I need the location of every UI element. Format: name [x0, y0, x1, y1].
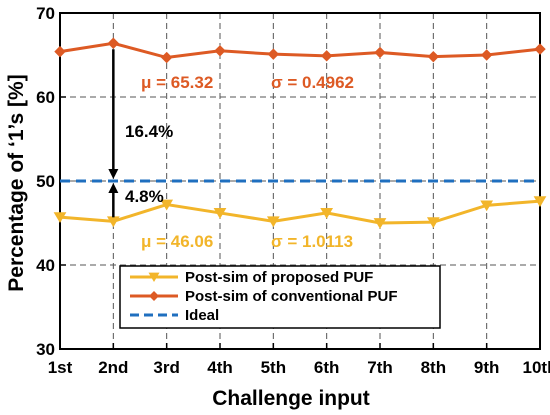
legend-label-proposed: Post-sim of proposed PUF [185, 269, 373, 286]
y-axis-title: Percentage of ‘1’s [%] [5, 74, 28, 291]
series-0-point [533, 196, 547, 208]
series-line-1 [59, 41, 541, 60]
legend-swatch-marker-0 [148, 272, 160, 282]
conventional-mean-label: μ = 65.32 [141, 73, 213, 92]
series-line-0 [59, 199, 541, 225]
lower-gap-arrow-head [108, 183, 119, 193]
annotation-layer: μ = 65.32 σ = 0.4962 μ = 46.06 σ = 1.011… [108, 49, 354, 251]
series-1-point [427, 50, 440, 63]
series-0-point [213, 208, 227, 219]
series-0-point [426, 217, 440, 229]
proposed-mean-label: μ = 46.06 [141, 232, 213, 251]
series-0-point [53, 212, 67, 224]
legend: Post-sim of proposed PUF Post-sim of con… [119, 265, 441, 329]
x-tick-label: 9th [474, 358, 500, 377]
series-1-point [480, 49, 493, 61]
x-tick-label: 2nd [98, 358, 128, 377]
y-tick-label: 60 [36, 88, 55, 107]
y-tick-label: 40 [36, 256, 55, 275]
series-1-point [320, 50, 333, 62]
series-1-point [374, 46, 386, 59]
x-tick-label: 4th [207, 358, 233, 377]
y-tick-label: 30 [36, 340, 55, 359]
series-0-point [160, 199, 174, 211]
upper-gap-label: 16.4% [125, 122, 173, 141]
x-tick-label: 3rd [153, 358, 179, 377]
x-tick-label: 7th [367, 358, 393, 377]
series-layer [53, 37, 547, 229]
upper-gap-arrow-head [108, 169, 119, 179]
x-tick-label: 5th [261, 358, 287, 377]
legend-swatch-marker-1 [149, 291, 159, 301]
series-1-point [107, 37, 120, 49]
series-1-point [54, 45, 66, 58]
x-axis-title: Challenge input [212, 387, 370, 410]
x-tick-label: 10th [523, 358, 550, 377]
series-0-point [266, 216, 280, 228]
lower-gap-label: 4.8% [125, 187, 164, 206]
legend-label-ideal: Ideal [185, 307, 219, 324]
legend-label-conventional: Post-sim of conventional PUF [185, 288, 398, 305]
x-tick-label: 6th [314, 358, 340, 377]
y-tick-label: 70 [36, 4, 55, 23]
x-tick-label: 8th [421, 358, 447, 377]
grid: 30 40 50 60 70 1st 2nd 3rd 4th 5th 6th 7th 8th 9th 10t… [36, 4, 550, 377]
series-1-point [267, 48, 280, 60]
y-tick-label: 50 [36, 172, 55, 191]
series-1-point [534, 43, 546, 55]
conventional-sigma-label: σ = 0.4962 [271, 73, 354, 92]
series-0-point [373, 218, 387, 229]
x-tick-label: 1st [48, 358, 73, 377]
series-0-point [320, 208, 334, 219]
proposed-sigma-label: σ = 1.0113 [271, 232, 353, 251]
series-0-point [480, 200, 494, 212]
series-1-point [160, 51, 173, 64]
series-1-point [214, 45, 226, 57]
